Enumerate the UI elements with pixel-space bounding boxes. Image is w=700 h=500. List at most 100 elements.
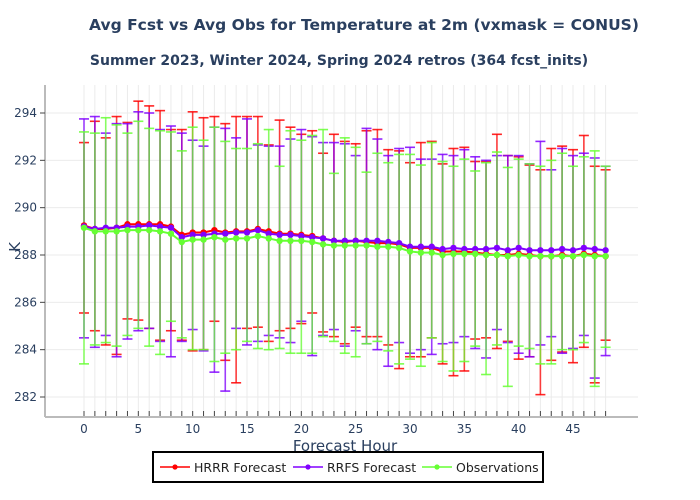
data-point (298, 237, 305, 244)
x-tick-label: 15 (239, 422, 254, 436)
data-point (569, 247, 577, 254)
data-point (406, 243, 414, 250)
data-point (591, 245, 598, 253)
legend-swatch-marker (305, 464, 311, 470)
data-point (146, 226, 153, 234)
legend-item: Observations (422, 460, 539, 475)
data-point (472, 245, 479, 253)
data-point (363, 237, 370, 244)
x-tick-label: 30 (402, 422, 417, 436)
data-point (189, 236, 196, 243)
chart-title: Avg Fcst vs Avg Obs for Temperature at 2… (89, 16, 639, 34)
data-point (156, 228, 164, 235)
x-tick-label: 45 (565, 422, 580, 436)
x-tick-label: 10 (185, 422, 200, 436)
data-point (548, 247, 555, 254)
chart-subtitle: Summer 2023, Winter 2024, Spring 2024 re… (89, 53, 589, 69)
data-point (580, 251, 588, 259)
data-point (287, 231, 294, 239)
data-point (232, 229, 240, 236)
data-point (200, 236, 207, 243)
y-ticks: 282 284 286 288 290 292 294 (14, 106, 45, 404)
data-point (102, 228, 109, 235)
data-point (363, 242, 370, 249)
data-point (374, 237, 381, 244)
data-point (417, 243, 425, 250)
data-point (439, 251, 446, 259)
y-tick-label: 282 (14, 390, 37, 404)
data-point (156, 223, 164, 230)
data-point (276, 237, 283, 244)
y-tick-label: 284 (14, 343, 37, 357)
data-point (537, 247, 544, 254)
data-point (439, 245, 446, 253)
x-tick-label: 20 (294, 422, 309, 436)
x-ticks: 0 5 10 15 20 25 30 35 40 45 (80, 411, 607, 436)
y-tick-label: 290 (14, 201, 37, 215)
data-point (319, 235, 327, 242)
data-point (178, 234, 185, 241)
data-point (211, 234, 218, 241)
data-point (254, 232, 262, 240)
data-point (309, 238, 316, 246)
data-point (167, 230, 175, 237)
x-tick-label: 35 (457, 422, 472, 436)
legend-swatch-marker (434, 464, 440, 470)
data-point (493, 251, 501, 259)
data-point (482, 251, 490, 259)
data-point (385, 243, 392, 250)
data-point (298, 232, 305, 240)
data-point (330, 237, 338, 244)
axes (44, 85, 638, 418)
data-point (526, 247, 533, 254)
data-point (200, 231, 207, 239)
legend-swatch-marker (172, 464, 178, 470)
data-point (341, 237, 348, 244)
x-axis-title: Forecast Hour (293, 437, 398, 455)
legend-item: RRFS Forecast (293, 460, 416, 475)
data-point (254, 226, 262, 234)
data-point (537, 252, 544, 260)
data-point (146, 222, 153, 229)
y-tick-label: 288 (14, 248, 37, 262)
data-point (265, 235, 272, 242)
x-tick-label: 25 (348, 422, 363, 436)
legend-item: HRRR Forecast (160, 460, 286, 475)
data-point (189, 231, 196, 239)
data-point (450, 250, 457, 258)
legend-label: Observations (456, 460, 539, 475)
series-layer (79, 100, 611, 396)
data-point (569, 252, 577, 260)
data-point (493, 244, 501, 252)
x-tick-label: 5 (135, 422, 143, 436)
data-point (395, 244, 403, 252)
data-point (222, 236, 229, 243)
data-point (352, 237, 359, 244)
data-point (265, 230, 272, 237)
data-point (243, 229, 251, 236)
series-line-observations (80, 224, 609, 260)
data-point (178, 238, 185, 246)
data-point (504, 247, 511, 254)
data-point (482, 245, 490, 253)
y-tick-label: 286 (14, 295, 37, 309)
data-point (461, 250, 468, 258)
series-line-rrfs-forecast (80, 222, 609, 254)
data-point (406, 248, 414, 255)
data-point (591, 252, 598, 260)
data-point (232, 235, 240, 242)
data-point (243, 235, 251, 242)
data-point (341, 242, 348, 249)
data-point (602, 247, 609, 254)
data-point (428, 243, 435, 250)
data-point (526, 252, 533, 260)
y-tick-label: 292 (14, 153, 37, 167)
legend-label: HRRR Forecast (194, 460, 286, 475)
data-point (515, 244, 522, 252)
legend-label: RRFS Forecast (327, 460, 416, 475)
data-point (385, 238, 392, 246)
data-point (461, 245, 468, 253)
data-point (113, 228, 120, 235)
data-point (287, 237, 294, 244)
